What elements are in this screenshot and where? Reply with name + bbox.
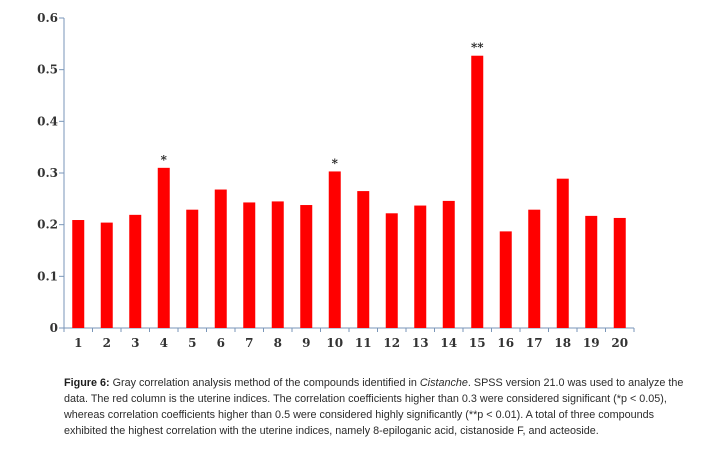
- bar-6: [214, 189, 227, 328]
- bar-17: [528, 209, 541, 328]
- bar-14: [442, 200, 455, 328]
- bar-9: [300, 205, 313, 328]
- x-tick-label: 10: [326, 336, 343, 350]
- bar-chart: 00.10.20.30.40.50.61 2 3 4*5 6 7 8 9 10*11 12 13 14…: [37, 11, 635, 350]
- x-tick-label: 4: [160, 336, 168, 350]
- bar-13: [414, 205, 427, 328]
- caption-text-2: . SPSS version 21.0 was used to analyze …: [64, 377, 684, 437]
- x-tick-label: 6: [217, 336, 225, 350]
- bar-8: [271, 201, 284, 328]
- bar-4: [157, 167, 170, 328]
- bar-11: [357, 191, 370, 328]
- bar-12: [385, 213, 398, 328]
- significance-marker: **: [471, 41, 484, 55]
- x-tick-label: 14: [440, 336, 457, 350]
- y-tick-label: 0.2: [37, 218, 58, 232]
- x-tick-label: 19: [583, 336, 600, 350]
- x-tick-label: 1: [74, 336, 82, 350]
- figure-caption: Figure 6: Gray correlation analysis meth…: [64, 375, 689, 439]
- x-tick-label: 15: [469, 336, 486, 350]
- y-tick-label: 0: [50, 321, 58, 335]
- significance-marker: *: [161, 153, 168, 167]
- caption-species: Cistanche: [419, 377, 468, 389]
- x-tick-label: 11: [355, 336, 372, 350]
- x-tick-label: 8: [274, 336, 282, 350]
- y-tick-label: 0.5: [37, 63, 58, 77]
- chart-labels: 00.10.20.30.40.50.61 2 3 4*5 6 7 8 9 10*11 12 13 14…: [37, 11, 628, 350]
- x-tick-label: 17: [526, 336, 543, 350]
- bar-10: [328, 171, 341, 328]
- x-tick-label: 12: [383, 336, 400, 350]
- x-tick-label: 18: [554, 336, 571, 350]
- x-tick-label: 5: [188, 336, 196, 350]
- x-tick-label: 9: [302, 336, 310, 350]
- bar-20: [613, 217, 626, 328]
- bar-19: [585, 215, 598, 328]
- significance-marker: *: [332, 156, 339, 170]
- bar-16: [499, 231, 512, 328]
- caption-text-1: Gray correlation analysis method of the …: [109, 377, 420, 389]
- bar-5: [186, 209, 199, 328]
- y-tick-label: 0.4: [37, 114, 58, 128]
- bar-7: [243, 202, 256, 328]
- chart-bars: [72, 55, 626, 328]
- bar-18: [556, 178, 569, 328]
- y-tick-label: 0.6: [37, 11, 58, 25]
- x-tick-label: 16: [497, 336, 514, 350]
- y-tick-label: 0.1: [37, 269, 58, 283]
- figure-label: Figure 6:: [64, 377, 110, 389]
- bar-15: [471, 55, 484, 328]
- x-tick-label: 2: [103, 336, 111, 350]
- bar-1: [72, 220, 85, 328]
- x-tick-label: 3: [131, 336, 139, 350]
- bar-3: [129, 214, 142, 328]
- y-tick-label: 0.3: [37, 166, 58, 180]
- x-tick-label: 20: [611, 336, 628, 350]
- x-tick-label: 13: [412, 336, 429, 350]
- chart-axes: [59, 17, 635, 332]
- x-tick-label: 7: [245, 336, 253, 350]
- bar-2: [100, 222, 113, 328]
